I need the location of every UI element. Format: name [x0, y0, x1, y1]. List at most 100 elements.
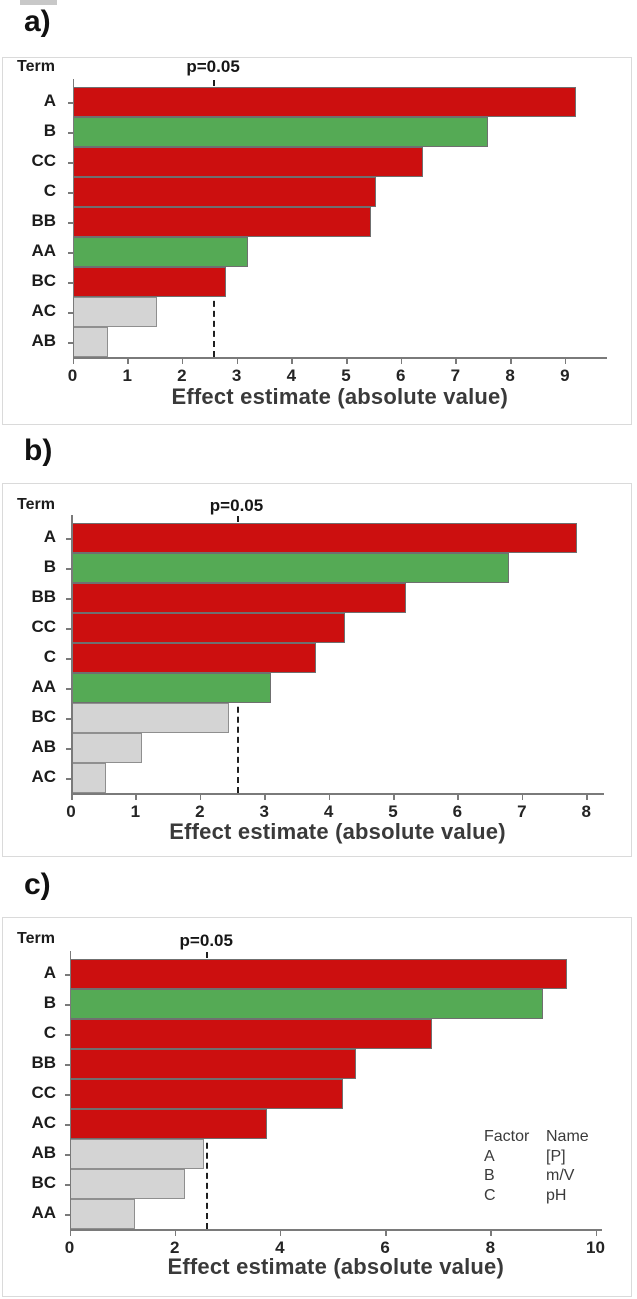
x-tick-label-0: 0 — [64, 1238, 75, 1257]
bar-CC — [72, 147, 423, 177]
term-label-AA: AA — [31, 677, 56, 696]
term-label-AC: AC — [31, 1113, 56, 1132]
y-axis-tick — [67, 252, 73, 254]
x-axis-line — [72, 357, 607, 359]
x-axis-tick — [328, 794, 331, 800]
x-axis-tick — [135, 794, 137, 800]
term-label-AC: AC — [31, 767, 56, 786]
legend-name-b: m/V — [546, 1167, 575, 1184]
x-tick-label-10: 10 — [586, 1238, 605, 1257]
bar-A — [71, 523, 577, 553]
x-tick-label-8: 8 — [505, 366, 515, 385]
x-axis-tick — [490, 1230, 492, 1236]
legend-name-c: pH — [546, 1186, 567, 1204]
term-label-B: B — [43, 121, 56, 140]
panel-c-label: c) — [24, 868, 57, 902]
y-axis-line — [72, 79, 74, 357]
term-label-CC: CC — [31, 1083, 56, 1102]
y-axis-tick — [64, 974, 70, 976]
x-axis-line — [71, 793, 604, 795]
bar-AA — [71, 673, 271, 703]
bar-AB — [69, 1139, 204, 1169]
term-label-CC: CC — [31, 617, 56, 636]
legend-name-a: [P] — [546, 1147, 566, 1165]
x-tick-label-6: 6 — [395, 366, 406, 385]
bar-BC — [71, 703, 229, 733]
term-label-BC: BC — [31, 707, 56, 726]
y-axis-tick — [64, 1214, 70, 1216]
panel-a-term-header: Term — [17, 58, 55, 75]
bar-BB — [69, 1049, 357, 1079]
x-axis-tick — [199, 794, 202, 800]
panel-b-label: b) — [24, 434, 59, 468]
x-axis-tick — [174, 1230, 177, 1236]
y-axis-tick — [66, 628, 71, 630]
x-axis-tick — [279, 1230, 282, 1236]
x-axis-tick — [72, 358, 74, 364]
x-tick-label-2: 2 — [169, 1238, 180, 1257]
term-label-AC: AC — [31, 301, 56, 320]
x-axis-tick — [457, 794, 459, 800]
y-axis-tick — [67, 132, 73, 134]
panel-a-pvalue-label: p=0.05 — [186, 57, 240, 76]
x-tick-label-6: 6 — [380, 1238, 390, 1257]
bar-A — [69, 959, 567, 989]
term-label-AA: AA — [31, 241, 56, 260]
term-label-AA: AA — [31, 1203, 56, 1222]
bar-B — [71, 553, 509, 583]
x-tick-label-7: 7 — [450, 366, 461, 385]
bar-CC — [71, 613, 345, 643]
y-axis-tick — [66, 778, 71, 780]
x-axis-tick — [69, 1230, 71, 1236]
term-label-BC: BC — [31, 271, 56, 290]
bar-A — [72, 87, 576, 117]
x-axis-tick — [264, 794, 266, 800]
term-label-A: A — [43, 527, 56, 546]
y-axis-tick — [64, 1094, 70, 1096]
x-axis-tick — [385, 1230, 387, 1236]
x-tick-label-6: 6 — [452, 802, 463, 821]
term-label-AB: AB — [31, 331, 56, 350]
y-axis-tick — [64, 1004, 70, 1006]
legend-header-name: Name — [546, 1128, 589, 1145]
y-axis-tick — [66, 568, 71, 570]
term-label-A: A — [43, 91, 56, 110]
x-axis-tick — [400, 358, 403, 364]
x-tick-label-8: 8 — [485, 1238, 496, 1257]
legend-factor-a: A — [484, 1147, 495, 1165]
legend-factor-c: C — [484, 1186, 496, 1204]
bar-BB — [72, 207, 371, 237]
panel-b-pvalue-label: p=0.05 — [209, 496, 264, 515]
x-axis-tick — [510, 358, 512, 364]
y-axis-tick — [67, 102, 73, 104]
term-label-B: B — [43, 993, 56, 1012]
x-tick-label-8: 8 — [581, 802, 591, 821]
x-tick-label-5: 5 — [388, 802, 398, 821]
term-label-CC: CC — [31, 151, 56, 170]
y-axis-tick — [64, 1184, 70, 1186]
x-tick-label-0: 0 — [67, 366, 78, 385]
x-axis-tick — [393, 794, 395, 800]
term-label-BC: BC — [31, 1173, 56, 1192]
bar-BC — [69, 1169, 186, 1199]
x-tick-label-1: 1 — [122, 366, 132, 385]
term-label-AB: AB — [31, 737, 56, 756]
bar-C — [69, 1019, 433, 1049]
bar-C — [71, 643, 316, 673]
panel-b-x-axis-title: Effect estimate (absolute value) — [169, 819, 506, 844]
y-axis-line — [71, 515, 73, 793]
y-axis-tick — [67, 282, 73, 284]
x-tick-label-4: 4 — [286, 366, 297, 385]
bar-AC — [69, 1109, 267, 1139]
x-axis-line — [69, 1229, 602, 1231]
y-axis-tick — [67, 222, 73, 224]
panel-c-x-axis-title: Effect estimate (absolute value) — [167, 1254, 504, 1279]
term-label-B: B — [43, 557, 56, 576]
panel-a-label: a) — [24, 5, 57, 39]
panel-c-pvalue-label: p=0.05 — [179, 931, 233, 950]
x-tick-label-5: 5 — [341, 366, 351, 385]
bar-AB — [71, 733, 142, 763]
bar-AA — [69, 1199, 136, 1229]
x-axis-tick — [564, 358, 567, 364]
